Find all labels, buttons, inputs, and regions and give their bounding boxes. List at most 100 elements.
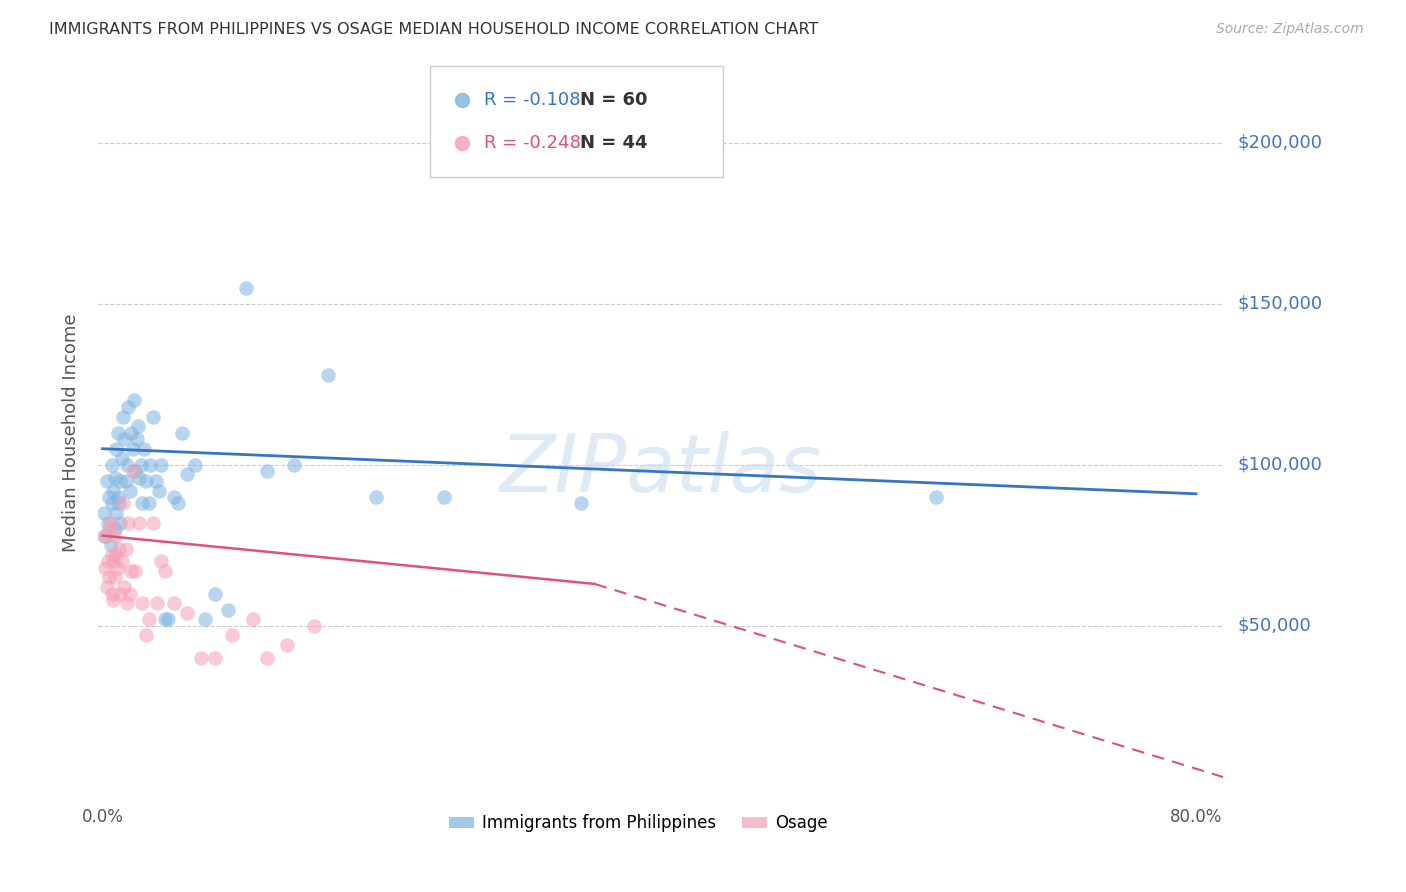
Point	[111, 451, 134, 466]
Point	[110, 516, 132, 530]
Point	[138, 612, 160, 626]
Point	[316, 368, 339, 382]
Point	[162, 490, 184, 504]
Point	[157, 612, 180, 626]
Point	[256, 651, 278, 665]
Point	[135, 474, 157, 488]
Point	[128, 471, 150, 485]
Point	[100, 538, 122, 552]
Point	[124, 564, 146, 578]
Point	[146, 596, 169, 610]
Point	[204, 651, 226, 665]
Point	[108, 541, 131, 556]
Text: $200,000: $200,000	[1237, 134, 1322, 152]
Point	[96, 580, 118, 594]
Point	[103, 483, 125, 498]
Point	[107, 425, 129, 440]
Point	[139, 458, 162, 472]
Point	[98, 490, 121, 504]
Point	[118, 483, 141, 498]
Point	[97, 516, 120, 530]
Point	[162, 596, 184, 610]
Point	[107, 490, 129, 504]
Point	[94, 528, 117, 542]
Point	[114, 474, 136, 488]
Point	[98, 570, 121, 584]
Point	[94, 561, 117, 575]
Point	[104, 528, 127, 542]
Point	[190, 651, 212, 665]
Point	[204, 586, 226, 600]
Point	[115, 596, 138, 610]
Point	[142, 516, 165, 530]
Text: N = 44: N = 44	[579, 134, 647, 152]
Point	[166, 496, 188, 510]
Point	[242, 612, 264, 626]
Point	[235, 281, 257, 295]
Point	[93, 506, 115, 520]
Text: $100,000: $100,000	[1237, 456, 1322, 474]
Text: ZIPatlas: ZIPatlas	[499, 431, 823, 508]
Point	[217, 602, 239, 616]
Point	[101, 586, 124, 600]
Point	[97, 554, 120, 568]
Point	[128, 516, 150, 530]
Point	[176, 467, 198, 482]
Point	[135, 628, 157, 642]
Point	[111, 496, 134, 510]
Point	[138, 496, 160, 510]
Point	[114, 541, 136, 556]
Text: N = 60: N = 60	[579, 92, 647, 110]
Point	[170, 425, 193, 440]
Point	[104, 471, 127, 485]
Point	[155, 564, 177, 578]
Point	[364, 490, 387, 504]
Point	[131, 496, 153, 510]
Point	[145, 474, 167, 488]
Point	[155, 612, 177, 626]
Point	[103, 593, 125, 607]
Point	[121, 464, 143, 478]
Point	[111, 409, 134, 424]
Point	[132, 442, 155, 456]
Point	[148, 483, 170, 498]
Point	[101, 496, 124, 510]
Point	[105, 442, 128, 456]
Point	[112, 580, 135, 594]
Legend: Immigrants from Philippines, Osage: Immigrants from Philippines, Osage	[443, 807, 834, 838]
Point	[100, 516, 122, 530]
Point	[108, 496, 131, 510]
Point	[276, 638, 298, 652]
Point	[125, 432, 148, 446]
Point	[115, 458, 138, 472]
Point	[96, 474, 118, 488]
Point	[150, 554, 173, 568]
Point	[120, 425, 142, 440]
Text: $50,000: $50,000	[1237, 616, 1310, 635]
Point	[925, 490, 948, 504]
Point	[118, 586, 141, 600]
Point	[127, 419, 149, 434]
Point	[110, 474, 132, 488]
Point	[142, 409, 165, 424]
Point	[101, 458, 124, 472]
Text: IMMIGRANTS FROM PHILIPPINES VS OSAGE MEDIAN HOUSEHOLD INCOME CORRELATION CHART: IMMIGRANTS FROM PHILIPPINES VS OSAGE MED…	[49, 22, 818, 37]
Point	[433, 490, 456, 504]
Text: R = -0.248: R = -0.248	[484, 134, 581, 152]
Y-axis label: Median Household Income: Median Household Income	[62, 313, 80, 552]
Point	[104, 522, 127, 536]
FancyBboxPatch shape	[430, 66, 723, 178]
Point	[121, 442, 143, 456]
Point	[304, 619, 326, 633]
Point	[176, 606, 198, 620]
Point	[194, 612, 217, 626]
Point	[93, 528, 115, 542]
Point	[256, 464, 278, 478]
Point	[103, 554, 125, 568]
Text: R = -0.108: R = -0.108	[484, 92, 581, 110]
Point	[107, 561, 129, 575]
Text: $150,000: $150,000	[1237, 295, 1322, 313]
Point	[122, 393, 145, 408]
Point	[105, 506, 128, 520]
Point	[131, 596, 153, 610]
